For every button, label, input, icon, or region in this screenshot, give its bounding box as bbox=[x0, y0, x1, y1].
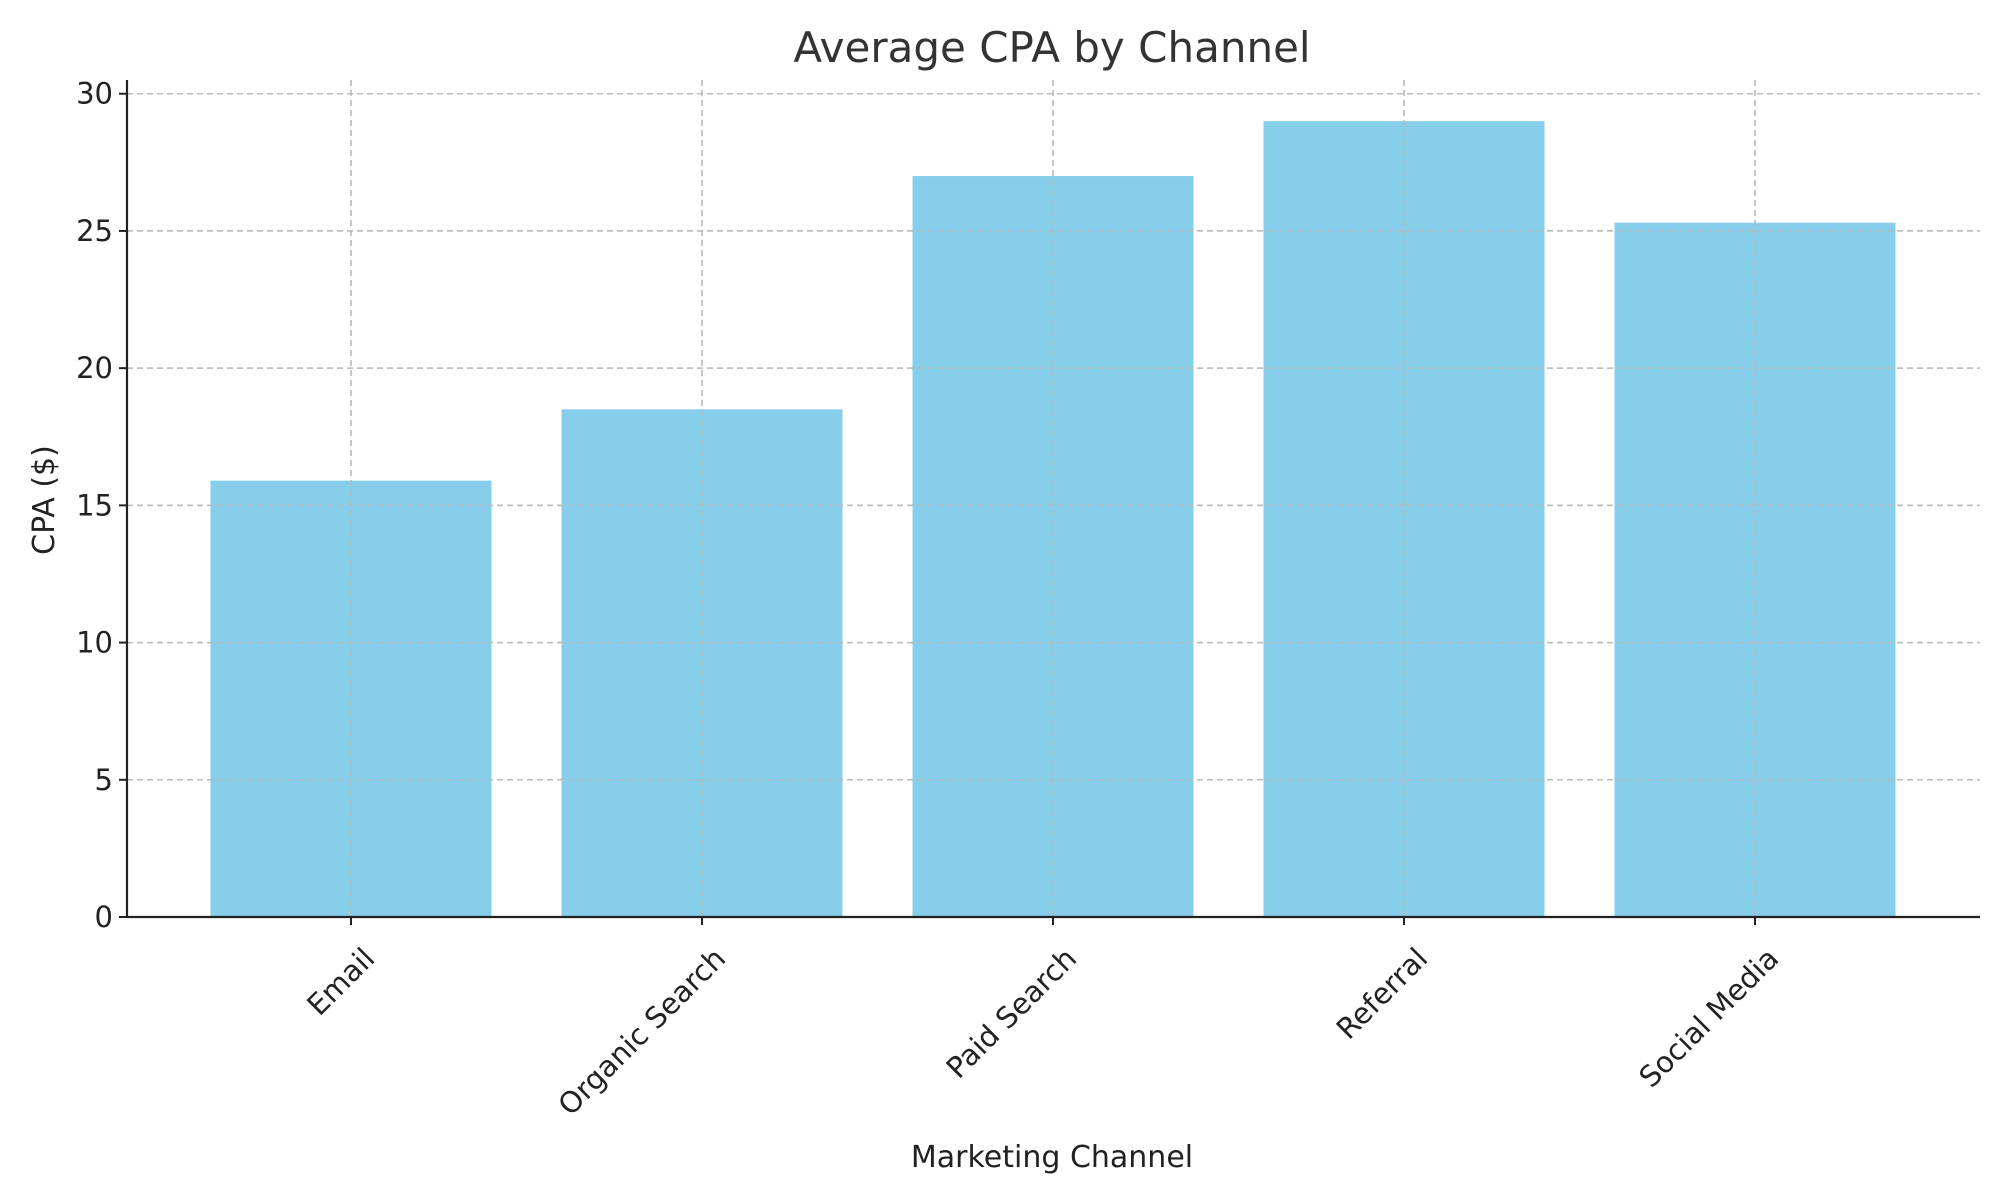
y-tick-label: 15 bbox=[76, 488, 113, 522]
y-tick-label: 30 bbox=[76, 77, 113, 111]
y-tick-label: 20 bbox=[76, 351, 113, 385]
x-axis-label: Marketing Channel bbox=[911, 1140, 1193, 1175]
y-tick-label: 5 bbox=[95, 763, 113, 797]
bars bbox=[127, 80, 1980, 918]
y-tick-label: 0 bbox=[95, 900, 113, 934]
y-axis-label: CPA ($) bbox=[27, 445, 62, 555]
x-tick-label: Email bbox=[300, 941, 381, 1022]
y-tick-label: 25 bbox=[76, 214, 113, 248]
x-tick-label: Paid Search bbox=[939, 941, 1083, 1085]
x-tick-label: Organic Search bbox=[551, 941, 732, 1122]
x-tick-label: Social Media bbox=[1632, 941, 1785, 1094]
y-tick-label: 10 bbox=[76, 626, 113, 660]
x-tick-label: Referral bbox=[1330, 941, 1435, 1046]
chart-title: Average CPA by Channel bbox=[793, 23, 1310, 72]
